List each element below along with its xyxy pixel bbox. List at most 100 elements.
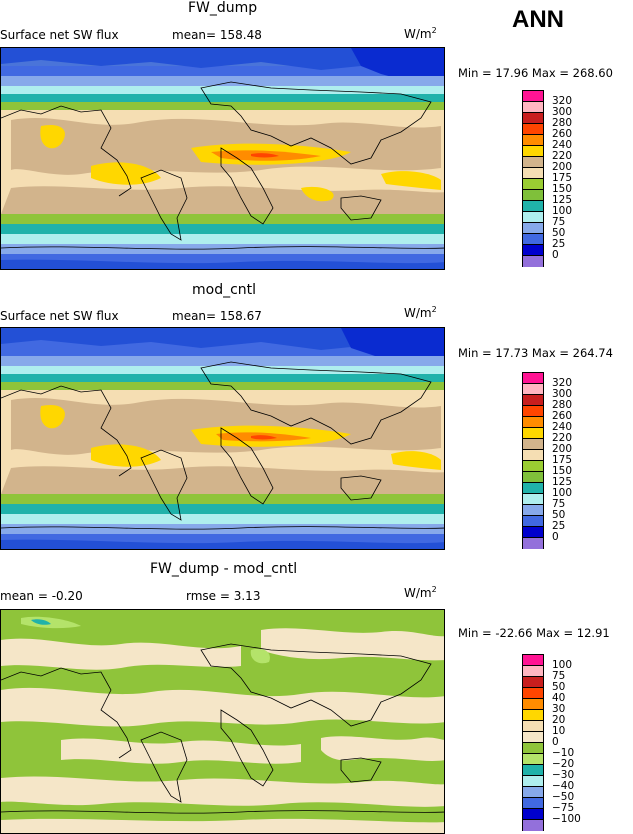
colorbar-tick: −75 — [552, 802, 575, 814]
colorbar-tick: 320 — [552, 377, 573, 389]
colorbar-tick: 25 — [552, 238, 566, 250]
panel3-swatch — [523, 655, 543, 666]
panel2-variable: Surface net SW flux — [0, 309, 119, 323]
colorbar-tick: 100 — [552, 487, 573, 499]
panel3-swatch — [523, 677, 543, 688]
panel2-minmax: Min = 17.73 Max = 264.74 — [458, 346, 613, 360]
colorbar-tick: 200 — [552, 161, 573, 173]
colorbar-tick: −100 — [552, 813, 581, 825]
panel1-swatch — [523, 223, 543, 234]
colorbar-tick: 100 — [552, 659, 573, 671]
colorbar-tick: 75 — [552, 216, 566, 228]
panel2-mean: mean= 158.67 — [172, 309, 262, 323]
panel1-colorbar — [522, 90, 544, 267]
panel1-swatch — [523, 102, 543, 113]
panel2-swatch — [523, 373, 543, 384]
panel1-map — [0, 47, 445, 270]
panel2-swatch — [523, 472, 543, 483]
colorbar-tick: 20 — [552, 714, 566, 726]
panel2-swatch — [523, 494, 543, 505]
colorbar-tick: 50 — [552, 509, 566, 521]
colorbar-tick: 240 — [552, 421, 573, 433]
panel3-map — [0, 609, 445, 834]
colorbar-tick: 30 — [552, 703, 566, 715]
colorbar-tick: 100 — [552, 205, 573, 217]
panel3-swatch — [523, 787, 543, 798]
panel3-swatch — [523, 743, 543, 754]
panel3-colorbar — [522, 654, 544, 831]
panel2-units: W/m2 — [404, 305, 437, 320]
panel1-swatch — [523, 179, 543, 190]
colorbar-tick: 40 — [552, 692, 566, 704]
panel1-title: FW_dump — [188, 0, 258, 16]
colorbar-tick: −40 — [552, 780, 575, 792]
panel3-swatch — [523, 798, 543, 809]
colorbar-tick: 200 — [552, 443, 573, 455]
panel1-units: W/m2 — [404, 26, 437, 41]
colorbar-tick: 10 — [552, 725, 566, 737]
panel1-swatch — [523, 234, 543, 245]
colorbar-tick: −50 — [552, 791, 575, 803]
colorbar-tick: −20 — [552, 758, 575, 770]
colorbar-tick: 25 — [552, 520, 566, 532]
panel2-swatch — [523, 406, 543, 417]
colorbar-tick: 260 — [552, 410, 573, 422]
panel2-swatch — [523, 384, 543, 395]
panel3-units: W/m2 — [404, 585, 437, 600]
panel2-swatch — [523, 505, 543, 516]
colorbar-tick: 150 — [552, 183, 573, 195]
panel1-swatch — [523, 113, 543, 124]
colorbar-tick: 260 — [552, 128, 573, 140]
colorbar-tick: −10 — [552, 747, 575, 759]
colorbar-tick: 75 — [552, 498, 566, 510]
panel3-mean: mean = -0.20 — [0, 589, 83, 603]
colorbar-tick: 0 — [552, 531, 559, 543]
panel3-swatch — [523, 666, 543, 677]
panel2-swatch — [523, 450, 543, 461]
panel3-rmse: rmse = 3.13 — [186, 589, 261, 603]
colorbar-tick: 125 — [552, 194, 573, 206]
panel2-swatch — [523, 439, 543, 450]
colorbar-tick: 175 — [552, 172, 573, 184]
colorbar-tick: 280 — [552, 117, 573, 129]
panel3-title: FW_dump - mod_cntl — [150, 561, 298, 577]
panel1-swatch — [523, 146, 543, 157]
panel2-map — [0, 327, 445, 550]
panel2-colorbar — [522, 372, 544, 549]
panel2-swatch — [523, 428, 543, 439]
colorbar-tick: 50 — [552, 227, 566, 239]
panel1-variable: Surface net SW flux — [0, 28, 119, 42]
colorbar-tick: 75 — [552, 670, 566, 682]
panel2-map-svg — [1, 328, 444, 549]
panel2-title: mod_cntl — [192, 282, 257, 298]
panel1-swatch — [523, 190, 543, 201]
panel1-swatch — [523, 91, 543, 102]
colorbar-tick: 150 — [552, 465, 573, 477]
colorbar-tick: 320 — [552, 95, 573, 107]
panel3-map-svg — [1, 610, 444, 833]
colorbar-tick: 300 — [552, 388, 573, 400]
panel1-map-svg — [1, 48, 444, 269]
panel1-swatch — [523, 157, 543, 168]
panel3-swatch — [523, 754, 543, 765]
panel1-swatch — [523, 124, 543, 135]
panel1-swatch — [523, 168, 543, 179]
colorbar-tick: 50 — [552, 681, 566, 693]
panel3-swatch — [523, 721, 543, 732]
panel2-swatch — [523, 483, 543, 494]
panel2-swatch — [523, 461, 543, 472]
panel2-swatch — [523, 417, 543, 428]
panel2-swatch — [523, 395, 543, 406]
colorbar-tick: 300 — [552, 106, 573, 118]
panel1-swatch — [523, 256, 543, 267]
panel3-swatch — [523, 688, 543, 699]
colorbar-tick: 220 — [552, 150, 573, 162]
colorbar-tick: 0 — [552, 736, 559, 748]
panel3-swatch — [523, 820, 543, 831]
colorbar-tick: −30 — [552, 769, 575, 781]
panel1-swatch — [523, 212, 543, 223]
panel1-swatch — [523, 245, 543, 256]
panel1-minmax: Min = 17.96 Max = 268.60 — [458, 66, 613, 80]
panel1-swatch — [523, 135, 543, 146]
colorbar-tick: 280 — [552, 399, 573, 411]
